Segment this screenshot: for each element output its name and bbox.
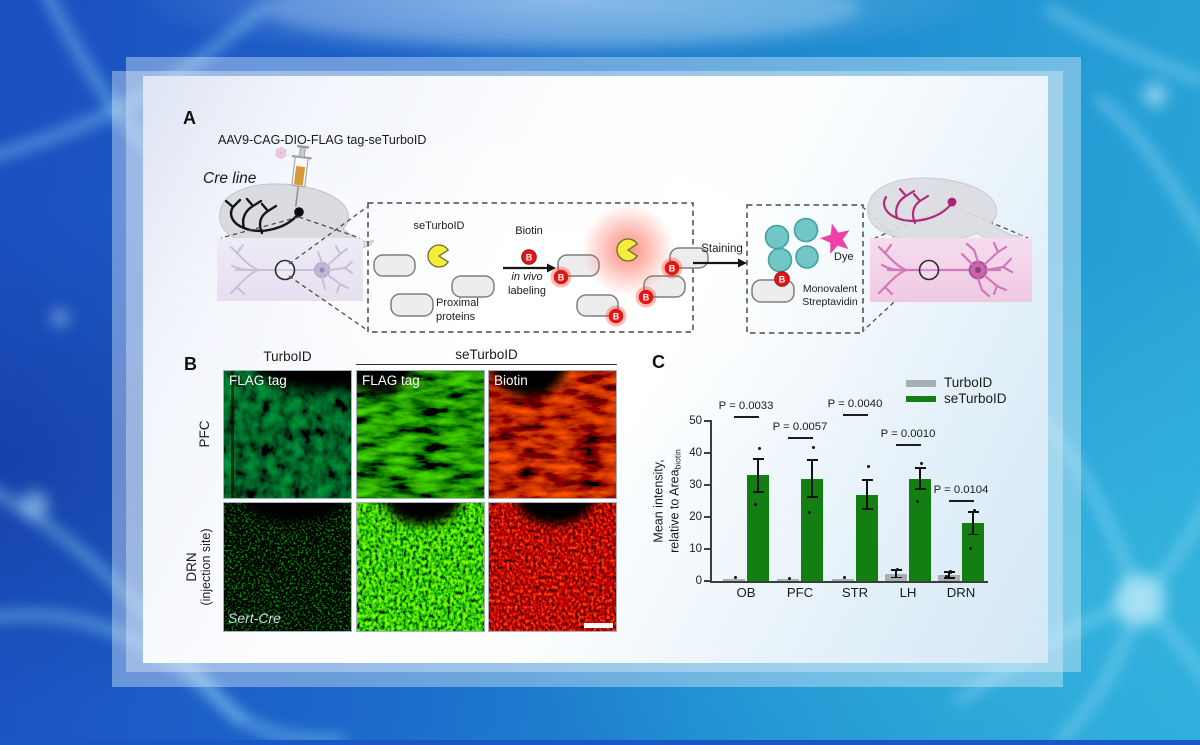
data-point-dot xyxy=(812,446,815,449)
y-tick-mark xyxy=(704,452,710,454)
significance-line xyxy=(843,414,868,416)
y-tick-label: 20 xyxy=(676,509,702,525)
data-point-dot xyxy=(758,447,761,450)
error-bar-line xyxy=(972,512,974,534)
p-value-label: P = 0.0033 xyxy=(706,400,786,412)
p-value-label: P = 0.0057 xyxy=(760,421,840,433)
turboid-bar-OB xyxy=(723,579,745,581)
error-bar-cap xyxy=(862,508,873,510)
significance-line xyxy=(949,500,974,502)
error-bar-line xyxy=(757,459,759,492)
p-value-label: P = 0.0010 xyxy=(868,428,948,440)
error-bar-line xyxy=(866,480,868,509)
data-point-dot xyxy=(788,577,791,580)
y-tick-mark xyxy=(704,516,710,518)
data-point-dot xyxy=(969,547,972,550)
error-bar-cap xyxy=(753,491,764,493)
error-bar-cap xyxy=(915,467,926,469)
p-value-label: P = 0.0104 xyxy=(921,484,1001,496)
y-axis-line xyxy=(710,420,712,582)
y-tick-label: 50 xyxy=(676,413,702,429)
significance-line xyxy=(788,437,813,439)
error-bar-cap xyxy=(753,458,764,460)
y-tick-mark xyxy=(704,484,710,486)
data-point-dot xyxy=(920,462,923,465)
turboid-bar-STR xyxy=(832,579,854,581)
data-point-dot xyxy=(867,465,870,468)
y-tick-mark xyxy=(704,420,710,422)
x-category-label: DRN xyxy=(931,585,991,600)
data-point-dot xyxy=(949,570,952,573)
data-point-dot xyxy=(973,509,976,512)
data-point-dot xyxy=(896,568,899,571)
significance-line xyxy=(734,416,759,418)
x-category-label: STR xyxy=(825,585,885,600)
x-category-label: PFC xyxy=(770,585,830,600)
error-bar-cap xyxy=(862,479,873,481)
y-tick-label: 40 xyxy=(676,445,702,461)
error-bar-cap xyxy=(891,577,902,579)
y-tick-label: 0 xyxy=(676,573,702,589)
y-tick-label: 30 xyxy=(676,477,702,493)
error-bar-cap xyxy=(807,496,818,498)
x-category-label: OB xyxy=(716,585,776,600)
error-bar-cap xyxy=(807,459,818,461)
y-tick-mark xyxy=(704,548,710,550)
significance-line xyxy=(896,444,921,446)
error-bar-line xyxy=(811,460,813,497)
y-tick-mark xyxy=(704,580,710,582)
y-tick-label: 10 xyxy=(676,541,702,557)
x-category-label: LH xyxy=(878,585,938,600)
p-value-label: P = 0.0040 xyxy=(815,398,895,410)
error-bar-cap xyxy=(968,534,979,536)
